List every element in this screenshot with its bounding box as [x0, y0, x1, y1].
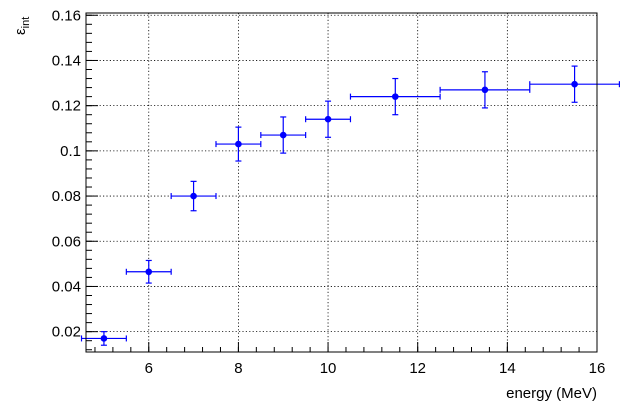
data-marker [391, 93, 399, 100]
tick-labels: 6 8 10 12 14 16 0.02 0.04 0.06 0.08 0.1 0.12 0.14 0.1… [52, 7, 606, 377]
y-tick-label: 0.16 [52, 7, 81, 24]
x-tick-label: 16 [589, 360, 606, 377]
data-marker [571, 80, 578, 88]
y-tick-label: 0.1 [60, 143, 81, 160]
x-axis-title: energy (MeV) [506, 385, 597, 402]
grid-layer [86, 13, 597, 352]
x-tick-label: 14 [499, 360, 516, 377]
y-axis-title: εint [12, 17, 32, 35]
y-tick-label: 0.12 [52, 98, 81, 115]
data-marker [145, 268, 153, 276]
y-tick-label: 0.06 [52, 233, 81, 250]
x-tick-label: 10 [320, 360, 337, 377]
y-tick-label: 0.02 [52, 324, 81, 341]
data-marker [324, 115, 332, 123]
y-tick-label: 0.04 [52, 278, 81, 295]
data-point [125, 259, 172, 284]
data-point [529, 65, 621, 103]
data-marker [235, 140, 242, 148]
data-point [305, 100, 352, 138]
minor-ticks [86, 14, 598, 352]
data-marker [279, 131, 287, 139]
data-point [439, 71, 531, 109]
y-tick-label: 0.14 [52, 52, 81, 69]
y-axis-title-subscript: int [20, 17, 32, 29]
y-axis-title-base: ε [12, 28, 29, 35]
svg-text:εint: εint [12, 17, 32, 35]
y-tick-label: 0.08 [52, 188, 81, 205]
data-marker [100, 335, 108, 342]
x-tick-label: 6 [145, 360, 153, 377]
data-point [80, 331, 127, 346]
x-tick-label: 8 [234, 360, 242, 377]
data-point [349, 77, 441, 116]
major-ticks [86, 14, 598, 352]
x-tick-label: 12 [409, 360, 426, 377]
data-marker [190, 192, 197, 200]
data-point [260, 116, 307, 154]
data-point [215, 126, 262, 162]
data-layer [80, 65, 621, 346]
plot-frame [85, 12, 598, 353]
data-point [170, 180, 217, 212]
data-marker [481, 86, 489, 94]
